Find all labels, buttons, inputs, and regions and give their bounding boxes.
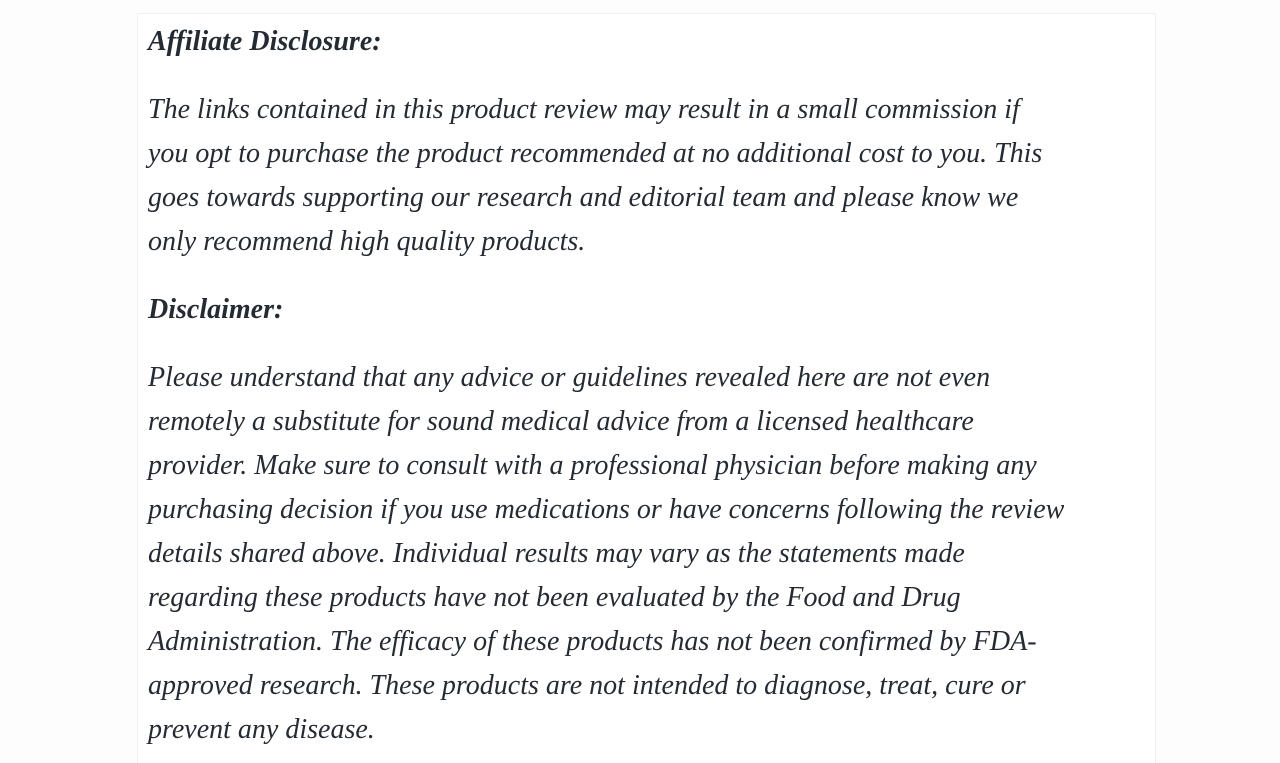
affiliate-disclosure-paragraph: The links contained in this product revi… — [148, 94, 1043, 257]
affiliate-disclosure-heading: Affiliate Disclosure: — [148, 26, 382, 57]
disclaimer-paragraph: Please understand that any advice or gui… — [148, 362, 1065, 745]
disclaimer-heading: Disclaimer: — [148, 294, 284, 325]
article-content-card: Affiliate Disclosure: The links containe… — [137, 13, 1156, 763]
